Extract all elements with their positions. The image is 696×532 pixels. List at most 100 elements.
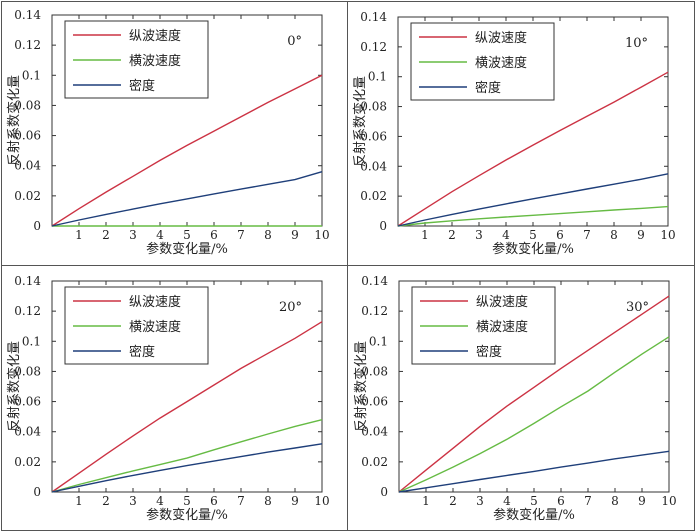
- x-tick-label: 2: [448, 228, 456, 242]
- x-tick-label: 3: [475, 228, 483, 242]
- y-tick-label: 0.1: [369, 334, 388, 348]
- angle-annotation: 0°: [287, 34, 302, 49]
- x-tick-label: 10: [314, 228, 329, 242]
- y-tick-label: 0.12: [14, 304, 41, 318]
- y-axis-label: 反射系数变化量: [353, 341, 369, 432]
- x-tick-label: 4: [502, 228, 510, 242]
- y-axis-label: 反射系数变化量: [6, 75, 22, 166]
- y-tick-label: 0: [33, 485, 41, 499]
- y-tick-label: 0.14: [14, 274, 41, 288]
- y-tick-label: 0.1: [22, 68, 41, 82]
- y-axis-label: 反射系数变化量: [6, 341, 22, 432]
- x-tick-label: 2: [449, 494, 457, 508]
- y-tick-label: 0.04: [361, 425, 388, 439]
- series-line: [398, 336, 670, 493]
- legend-label: 横波速度: [129, 319, 181, 335]
- series-line: [397, 205, 669, 227]
- chart-panel: 0 0.02 0.04 0.06 0.08 0.1 0.12 0.14 1 2 3 4 5 6 7 8 9 10 参…: [6, 274, 330, 523]
- x-axis-label: 参数变化量/%: [493, 507, 575, 523]
- series-line: [51, 321, 323, 493]
- x-tick-label: 1: [75, 494, 83, 508]
- x-tick-label: 1: [422, 494, 430, 508]
- y-tick-label: 0.1: [368, 70, 387, 84]
- y-tick-label: 0.14: [361, 274, 388, 288]
- x-tick-label: 7: [237, 228, 245, 242]
- x-tick-label: 10: [661, 494, 676, 508]
- x-axis-label: 参数变化量/%: [146, 507, 228, 523]
- x-tick-label: 7: [237, 494, 245, 508]
- y-tick-label: 0: [33, 219, 41, 233]
- chart-panel: 0 0.02 0.04 0.06 0.08 0.1 0.12 0.14 1 2 3 4 5 6 7 8 9 10 参…: [6, 8, 330, 257]
- x-tick-label: 2: [102, 494, 110, 508]
- y-tick-label: 0.14: [14, 8, 41, 22]
- y-tick-label: 0.06: [14, 395, 41, 409]
- x-tick-label: 5: [529, 228, 537, 242]
- x-tick-label: 5: [530, 494, 538, 508]
- y-tick-label: 0.1: [22, 334, 41, 348]
- series-line: [51, 419, 323, 493]
- legend-label: 纵波速度: [129, 28, 181, 44]
- x-tick-label: 4: [156, 494, 164, 508]
- x-tick-label: 7: [583, 228, 591, 242]
- x-tick-label: 8: [611, 494, 619, 508]
- legend-label: 横波速度: [129, 53, 181, 69]
- chart-panel: 0 0.02 0.04 0.06 0.08 0.1 0.12 0.14 1 2 3 4 5 6 7 8 9 10 参…: [352, 10, 676, 257]
- x-tick-label: 6: [210, 494, 218, 508]
- x-tick-label: 8: [264, 494, 272, 508]
- angle-annotation: 20°: [279, 300, 302, 315]
- y-tick-label: 0.06: [361, 395, 388, 409]
- y-tick-label: 0.08: [361, 364, 388, 378]
- y-tick-label: 0.04: [14, 425, 41, 439]
- y-tick-label: 0.12: [14, 38, 41, 52]
- x-tick-label: 4: [156, 228, 164, 242]
- x-tick-label: 6: [556, 228, 564, 242]
- legend-label: 纵波速度: [129, 294, 181, 310]
- y-tick-label: 0.12: [360, 40, 387, 54]
- legend-label: 密度: [129, 78, 155, 94]
- y-tick-label: 0.06: [360, 129, 387, 143]
- x-tick-label: 3: [129, 228, 137, 242]
- x-tick-label: 9: [637, 228, 645, 242]
- x-tick-label: 10: [660, 228, 675, 242]
- y-tick-label: 0.06: [14, 129, 41, 143]
- x-tick-label: 3: [129, 494, 137, 508]
- y-tick-label: 0.08: [14, 364, 41, 378]
- angle-annotation: 10°: [625, 36, 648, 51]
- x-tick-label: 6: [210, 228, 218, 242]
- angle-annotation: 30°: [626, 300, 649, 315]
- y-tick-label: 0.02: [360, 189, 387, 203]
- series-line: [398, 450, 670, 493]
- x-tick-label: 1: [75, 228, 83, 242]
- series-line: [397, 173, 669, 227]
- x-tick-label: 9: [638, 494, 646, 508]
- series-line: [51, 171, 323, 227]
- x-tick-label: 9: [291, 228, 299, 242]
- panels: 00.020.040.060.080.10.120.141 2 3 4 5 6 7 8 9 10参…: [6, 8, 677, 523]
- legend-label: 密度: [475, 80, 501, 96]
- legend-label: 纵波速度: [476, 294, 528, 310]
- y-axis-label: 反射系数变化量: [352, 76, 368, 167]
- y-tick-label: 0.02: [14, 189, 41, 203]
- y-tick-label: 0.02: [361, 455, 388, 469]
- y-tick-label: 0.04: [14, 159, 41, 173]
- legend-label: 横波速度: [475, 55, 527, 71]
- legend-label: 横波速度: [476, 319, 528, 335]
- chart-panel: 0 0.02 0.04 0.06 0.08 0.1 0.12 0.14 1 2 3 4 5 6 7 8 9 10 参…: [353, 274, 677, 523]
- x-tick-label: 3: [476, 494, 484, 508]
- y-tick-label: 0.08: [360, 100, 387, 114]
- legend-label: 密度: [476, 344, 502, 360]
- x-tick-label: 6: [557, 494, 565, 508]
- x-tick-label: 2: [102, 228, 110, 242]
- x-tick-label: 1: [421, 228, 429, 242]
- x-tick-label: 5: [183, 494, 191, 508]
- y-tick-label: 0: [379, 219, 387, 233]
- y-tick-label: 0.04: [360, 159, 387, 173]
- series-line: [51, 74, 323, 227]
- x-tick-label: 8: [264, 228, 272, 242]
- x-tick-label: 8: [610, 228, 618, 242]
- y-tick-label: 0.08: [14, 98, 41, 112]
- y-tick-label: 0.12: [361, 304, 388, 318]
- x-axis-label: 参数变化量/%: [492, 241, 574, 257]
- y-tick-label: 0: [380, 485, 388, 499]
- series-line: [398, 295, 670, 493]
